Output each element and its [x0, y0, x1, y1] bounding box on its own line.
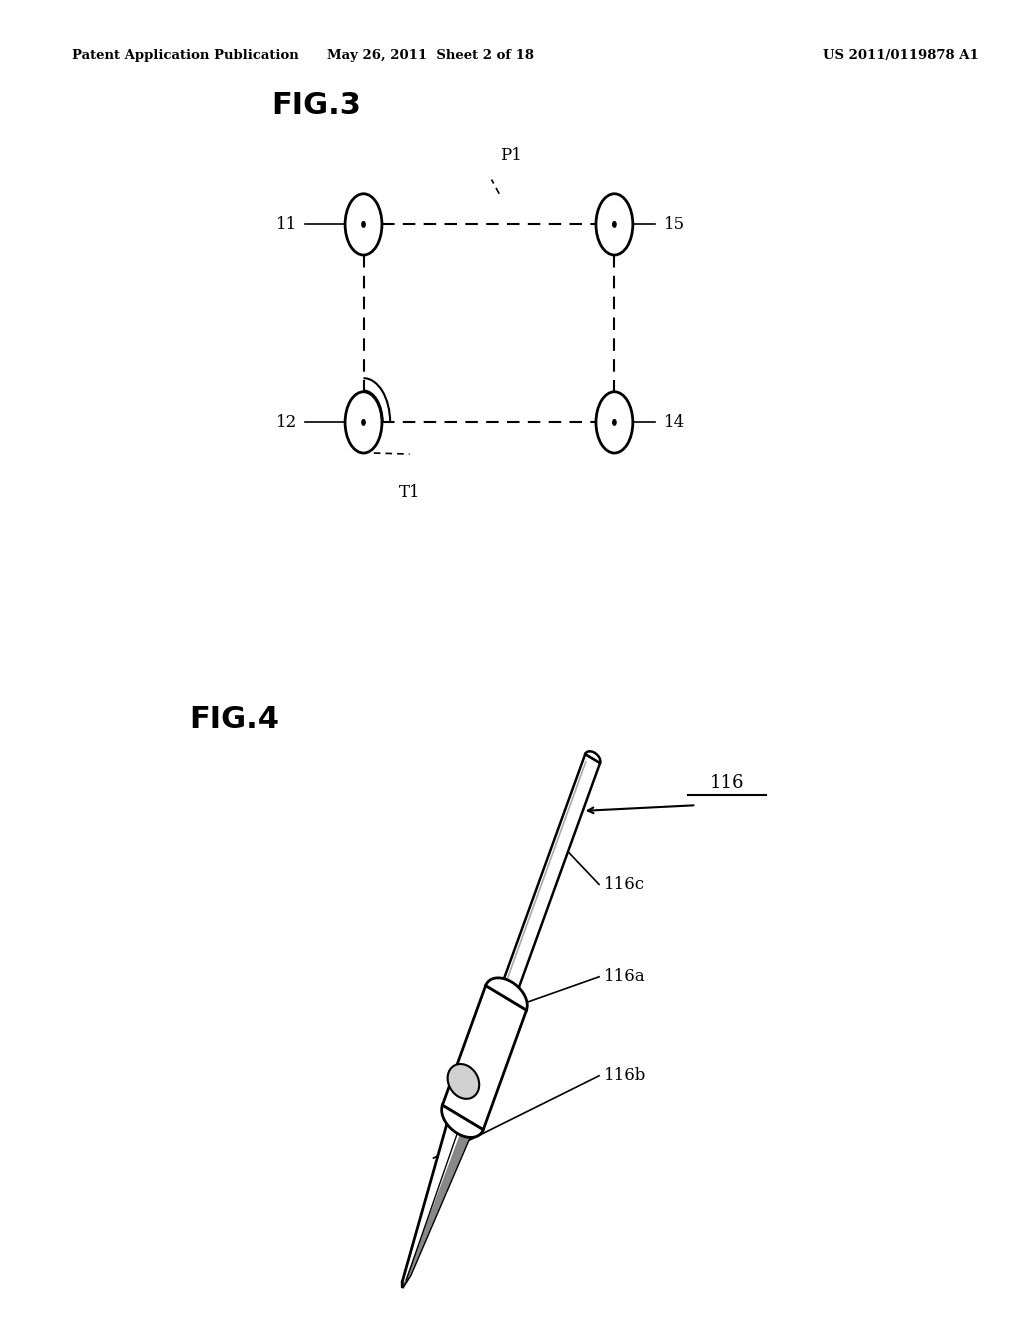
Text: 116: 116 [710, 774, 744, 792]
Text: FIG.4: FIG.4 [189, 705, 280, 734]
Ellipse shape [361, 420, 366, 425]
Text: 116b: 116b [604, 1068, 646, 1084]
Text: FIG.3: FIG.3 [271, 91, 361, 120]
Text: 12: 12 [275, 414, 297, 430]
Polygon shape [441, 1105, 483, 1138]
Text: 14: 14 [664, 414, 685, 430]
Polygon shape [499, 754, 600, 1002]
Ellipse shape [447, 1064, 479, 1098]
Text: US 2011/0119878 A1: US 2011/0119878 A1 [823, 49, 979, 62]
Text: May 26, 2011  Sheet 2 of 18: May 26, 2011 Sheet 2 of 18 [327, 49, 534, 62]
Text: Patent Application Publication: Patent Application Publication [72, 49, 298, 62]
Text: 116a: 116a [604, 969, 646, 985]
Polygon shape [403, 1119, 475, 1286]
Text: P1: P1 [500, 148, 521, 164]
Text: 116c: 116c [604, 876, 645, 892]
Polygon shape [442, 986, 526, 1130]
Ellipse shape [612, 420, 616, 425]
Text: 15: 15 [664, 216, 685, 232]
Polygon shape [585, 751, 600, 763]
Text: T1: T1 [398, 484, 421, 502]
Text: 11: 11 [275, 216, 297, 232]
Polygon shape [402, 1110, 475, 1288]
Polygon shape [485, 978, 527, 1010]
Ellipse shape [612, 222, 616, 227]
Ellipse shape [361, 222, 366, 227]
